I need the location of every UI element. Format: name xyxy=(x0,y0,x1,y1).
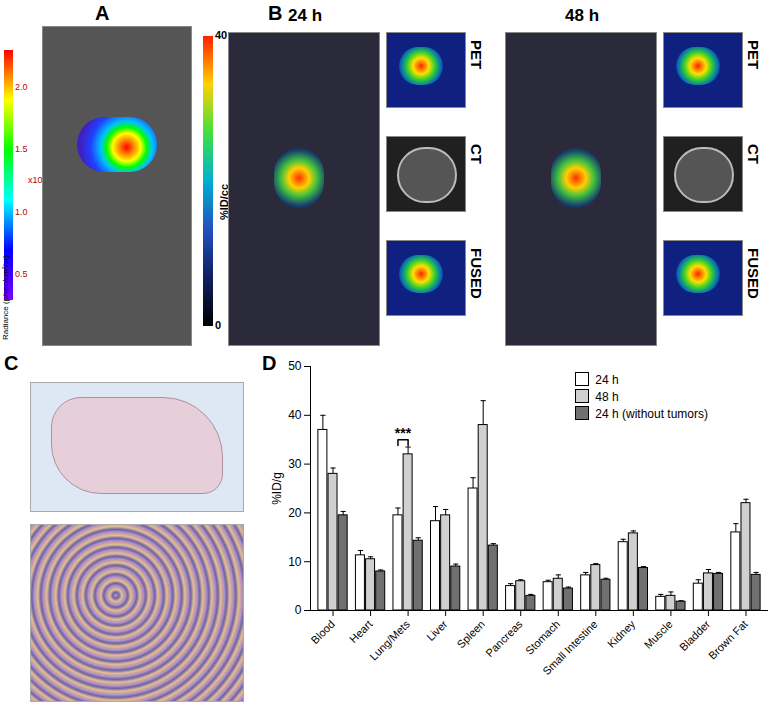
svg-text:Kidney: Kidney xyxy=(605,617,638,650)
html-text:2.0: 2.0 xyxy=(15,81,28,92)
html-text:24 h: 24 h xyxy=(595,373,619,387)
html-text:40: 40 xyxy=(215,29,228,41)
svg-text:30: 30 xyxy=(288,457,302,471)
svg-text:Heart: Heart xyxy=(347,618,375,646)
html-text:24 h (without tumors): 24 h (without tumors) xyxy=(595,407,708,421)
html-text:48 h: 48 h xyxy=(595,390,619,404)
svg-text:Stomach: Stomach xyxy=(523,618,562,657)
svg-text:Bladder: Bladder xyxy=(677,618,713,654)
svg-text:Brown Fat: Brown Fat xyxy=(706,618,750,662)
svg-text:10: 10 xyxy=(288,555,302,569)
svg-text:Small Intestine: Small Intestine xyxy=(540,618,600,678)
svg-text:Muscle: Muscle xyxy=(642,618,675,651)
svg-text:Blood: Blood xyxy=(309,618,337,646)
html-text:CT: CT xyxy=(468,144,485,164)
html-text:1.0: 1.0 xyxy=(15,206,28,217)
html-text:D: D xyxy=(262,352,277,374)
svg-text:40: 40 xyxy=(288,408,302,422)
html-text:24 h: 24 h xyxy=(288,6,322,25)
svg-text:%ID/g: %ID/g xyxy=(270,472,284,505)
html-text:%ID/cc: %ID/cc xyxy=(218,183,230,220)
html-text:PET: PET xyxy=(745,40,762,70)
html-text:Radiance (p/sec/cm²/sr): Radiance (p/sec/cm²/sr) xyxy=(1,255,10,340)
html-text:B: B xyxy=(268,2,283,24)
html-text:C: C xyxy=(4,352,19,374)
html-text:0.5: 0.5 xyxy=(15,269,28,279)
svg-text:0: 0 xyxy=(295,603,302,617)
html-text:48 h: 48 h xyxy=(565,6,599,25)
html-text:1.5: 1.5 xyxy=(15,144,28,154)
html-text:CT: CT xyxy=(745,144,762,164)
svg-text:Pancreas: Pancreas xyxy=(483,617,525,659)
svg-text:Lung/Mets: Lung/Mets xyxy=(367,617,412,662)
svg-text:50: 50 xyxy=(288,359,302,373)
svg-text:Spleen: Spleen xyxy=(454,618,487,651)
html-text:A: A xyxy=(95,2,110,24)
svg-text:***: *** xyxy=(395,425,412,441)
svg-text:20: 20 xyxy=(288,506,302,520)
html-text:0: 0 xyxy=(215,319,222,331)
html-text:FUSED: FUSED xyxy=(468,248,485,299)
html-text:x10⁵: x10⁵ xyxy=(28,175,47,185)
svg-text:Liver: Liver xyxy=(424,618,450,644)
html-text:FUSED: FUSED xyxy=(745,248,762,299)
html-text:PET: PET xyxy=(468,40,485,70)
